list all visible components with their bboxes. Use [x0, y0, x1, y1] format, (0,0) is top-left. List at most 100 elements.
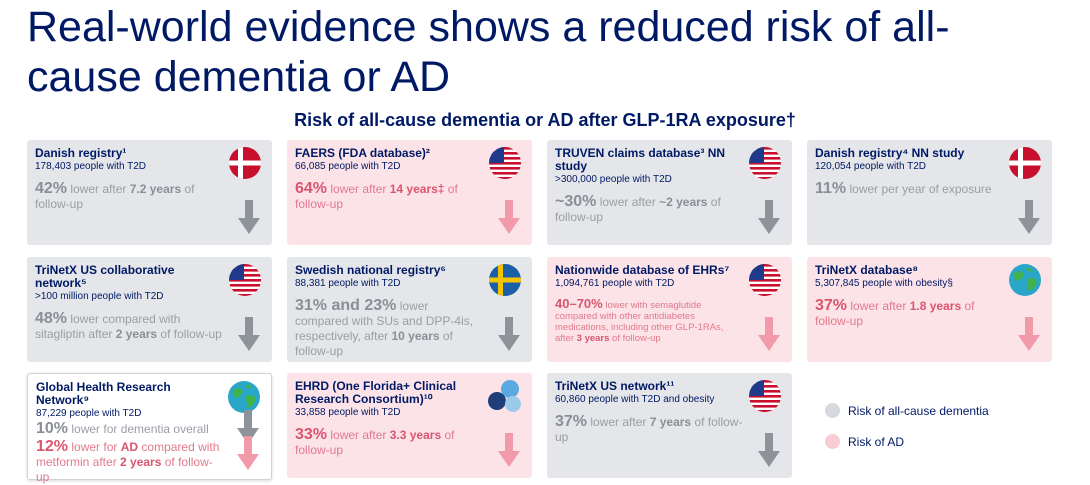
result-text: AD — [120, 440, 139, 454]
study-result: 37% lower after 7 years of follow-up — [555, 414, 745, 445]
result-arrow — [758, 317, 780, 356]
study-result: 31% and 23% lower compared with SUs and … — [295, 298, 485, 359]
result-text: 7.2 years — [129, 182, 182, 196]
study-detail: 5,307,845 people with obesity§ — [815, 278, 953, 289]
result-text: lower after — [327, 182, 390, 196]
legend-item: Risk of AD — [825, 434, 989, 449]
study-result: 64% lower after 14 years‡ of follow-up — [295, 181, 485, 212]
arrow-icon — [238, 200, 260, 234]
result-text: lower per year of exposure — [846, 182, 992, 196]
study-card: TRUVEN claims database³ NN study >300,000… — [547, 140, 792, 245]
study-card: EHRD (One Florida+ Clinical Research Con… — [287, 373, 532, 478]
study-card: Global Health Research Network⁹ 87,229 pe… — [27, 373, 272, 484]
study-name: TRUVEN claims database³ NN study — [555, 146, 726, 173]
arrow-icon — [1018, 317, 1040, 351]
study-icon — [748, 263, 782, 302]
result-text: compared with metformin after — [36, 440, 220, 469]
study-result: 40–70% lower with semaglutide compared w… — [555, 297, 745, 344]
flag-icon — [749, 264, 781, 296]
result-arrow — [498, 200, 520, 239]
study-icon — [488, 146, 522, 185]
arrow-icon — [498, 200, 520, 234]
study-name: Nationwide database of EHRs⁷ — [555, 263, 730, 277]
legend-label: Risk of AD — [848, 434, 905, 449]
flag-icon — [1009, 264, 1041, 296]
study-name: Danish registry⁴ NN study — [815, 146, 965, 160]
result-text: 64% — [295, 180, 328, 197]
result-arrow — [238, 317, 260, 356]
result-text: 3 years — [576, 333, 610, 344]
flag-icon — [1009, 147, 1041, 179]
study-detail: >100 million people with T2D — [35, 291, 164, 302]
arrow-icon — [238, 317, 260, 351]
legend-item: Risk of all-cause dementia — [825, 403, 989, 418]
result-text: 42% — [35, 180, 68, 197]
study-name: TriNetX US collaborative network⁵ — [35, 263, 175, 290]
arrow-icon — [498, 317, 520, 351]
result-arrow — [1018, 317, 1040, 356]
result-text: 14 years‡ — [389, 182, 445, 196]
result-text: 7 years — [649, 415, 692, 429]
result-text: 2 years — [120, 455, 162, 469]
study-icon — [228, 146, 262, 185]
result-arrow — [758, 433, 780, 472]
study-result: 11% lower per year of exposure — [815, 181, 1005, 197]
flag-icon — [489, 264, 521, 296]
result-text: lower with semaglutide compared with oth… — [555, 300, 724, 344]
result-text: lower after — [67, 182, 130, 196]
arrow-icon — [498, 433, 520, 467]
flag-icon — [489, 147, 521, 179]
result-text: 48% — [35, 310, 68, 327]
result-text: 31% and 23% — [295, 297, 397, 314]
result-arrow — [237, 436, 259, 475]
result-text: of follow-up — [555, 415, 743, 444]
study-result: 42% lower after 7.2 years of follow-up — [35, 181, 225, 212]
study-result: 33% lower after 3.3 years of follow-up — [295, 427, 485, 458]
study-name: Global Health Research Network⁹ — [36, 380, 171, 407]
flag-icon — [488, 380, 521, 412]
study-detail: 33,858 people with T2D — [295, 407, 401, 418]
study-detail: 87,229 people with T2D — [36, 408, 142, 419]
flag-icon — [228, 381, 260, 413]
result-text: lower for — [68, 440, 121, 454]
study-name: TriNetX database⁸ — [815, 263, 919, 277]
study-result: 48% lower compared with sitagliptin afte… — [35, 311, 225, 342]
result-text: 3.3 years — [389, 428, 442, 442]
result-text: 11% — [815, 180, 847, 197]
result-text: lower after — [587, 415, 650, 429]
study-detail: >300,000 people with T2D — [555, 174, 672, 185]
study-card: Danish registry¹ 178,403 people with T2D 4… — [27, 140, 272, 245]
study-detail: 60,860 people with T2D and obesity — [555, 394, 715, 405]
arrow-icon — [237, 436, 259, 470]
flag-icon — [749, 147, 781, 179]
result-text: 1.8 years — [909, 299, 962, 313]
study-icon — [748, 146, 782, 185]
study-card: TriNetX database⁸ 5,307,845 people with o… — [807, 257, 1052, 362]
flag-icon — [229, 264, 261, 296]
result-text: lower for dementia overall — [68, 422, 209, 436]
result-text: lower after — [327, 428, 390, 442]
legend-label: Risk of all-cause dementia — [848, 403, 989, 418]
study-detail: 1,094,761 people with T2D — [555, 278, 675, 289]
result-arrow — [1018, 200, 1040, 239]
result-text: of follow-up — [555, 195, 721, 224]
result-text: ~2 years — [659, 195, 708, 209]
study-result: 37% lower after 1.8 years of follow-up — [815, 298, 1005, 329]
slide-subtitle: Risk of all-cause dementia or AD after G… — [294, 110, 796, 130]
legend-swatch — [825, 434, 840, 449]
study-card: TriNetX US collaborative network⁵ >100 mi… — [27, 257, 272, 362]
study-icon — [748, 379, 782, 418]
result-text: of follow-up — [157, 327, 222, 341]
result-text: 33% — [295, 426, 328, 443]
legend-swatch — [825, 403, 840, 418]
result-text: lower after — [847, 299, 910, 313]
arrow-icon — [758, 200, 780, 234]
result-text: of follow-up — [36, 455, 213, 484]
flag-icon — [229, 147, 261, 179]
result-text: ~30% — [555, 193, 597, 210]
study-card: Swedish national registry⁶ 88,381 people … — [287, 257, 532, 362]
study-icon — [227, 380, 261, 419]
result-arrow — [758, 200, 780, 239]
study-result: 12% lower for AD compared with metformin… — [36, 439, 226, 485]
